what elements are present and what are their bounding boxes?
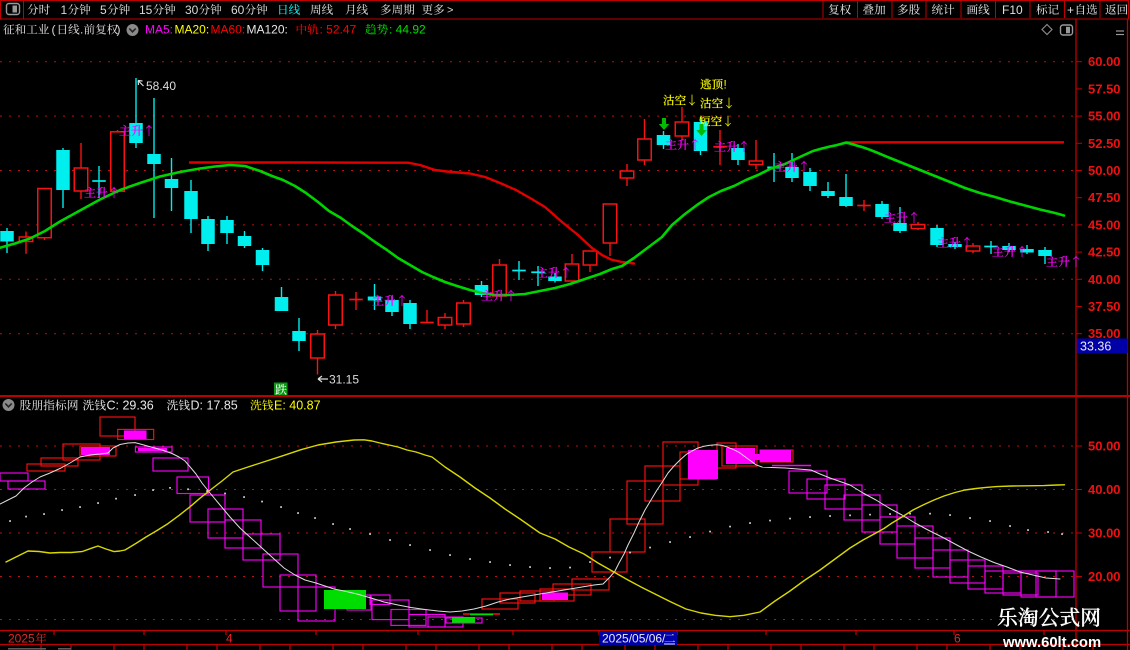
svg-text:15: 15	[139, 3, 153, 17]
svg-text:5: 5	[100, 3, 107, 17]
svg-text:E: 40.87: E: 40.87	[274, 399, 321, 413]
svg-text:60: 60	[231, 3, 245, 17]
svg-text:D: 17.85: D: 17.85	[191, 399, 238, 413]
svg-text:40.00: 40.00	[1088, 272, 1121, 287]
svg-text:47.50: 47.50	[1088, 190, 1121, 205]
svg-text:(: (	[52, 23, 56, 37]
svg-text:31.15: 31.15	[329, 373, 359, 387]
svg-text:>: >	[447, 4, 453, 16]
svg-text:F10: F10	[1002, 3, 1023, 17]
svg-text:+: +	[1067, 3, 1074, 17]
svg-text:55.00: 55.00	[1088, 109, 1121, 124]
svg-text:MA60:: MA60:	[211, 23, 246, 37]
svg-text:: 52.47: : 52.47	[320, 23, 357, 37]
svg-text:MA120:: MA120:	[247, 23, 288, 37]
svg-text:42.50: 42.50	[1088, 245, 1121, 260]
svg-text:40.00: 40.00	[1088, 482, 1121, 497]
svg-text:6: 6	[954, 632, 961, 646]
svg-text:4: 4	[226, 632, 233, 646]
svg-text:1: 1	[61, 3, 68, 17]
svg-text:: 44.92: : 44.92	[389, 23, 426, 37]
svg-text:): )	[117, 23, 121, 37]
svg-text:!: !	[724, 79, 727, 92]
svg-text:37.50: 37.50	[1088, 299, 1121, 314]
svg-text:.: .	[80, 23, 83, 37]
svg-text:35.00: 35.00	[1088, 326, 1121, 341]
svg-text:20.00: 20.00	[1088, 569, 1121, 584]
svg-text:30: 30	[185, 3, 199, 17]
svg-text:MA5:: MA5:	[145, 23, 173, 37]
svg-text:www.60lt.com: www.60lt.com	[1002, 635, 1101, 650]
svg-text:33.36: 33.36	[1080, 340, 1111, 354]
svg-text:58.40: 58.40	[146, 79, 176, 93]
svg-text:2025: 2025	[8, 632, 35, 646]
svg-text:57.50: 57.50	[1088, 81, 1121, 96]
svg-text:52.50: 52.50	[1088, 136, 1121, 151]
svg-text:MA20:: MA20:	[175, 23, 210, 37]
svg-text:30.00: 30.00	[1088, 526, 1121, 541]
svg-text:2025/05/06/: 2025/05/06/	[602, 632, 666, 646]
svg-text:C: 29.36: C: 29.36	[107, 399, 154, 413]
svg-text:50.00: 50.00	[1088, 163, 1121, 178]
svg-text:60.00: 60.00	[1088, 54, 1121, 69]
svg-text:50.00: 50.00	[1088, 439, 1121, 454]
svg-text:45.00: 45.00	[1088, 217, 1121, 232]
